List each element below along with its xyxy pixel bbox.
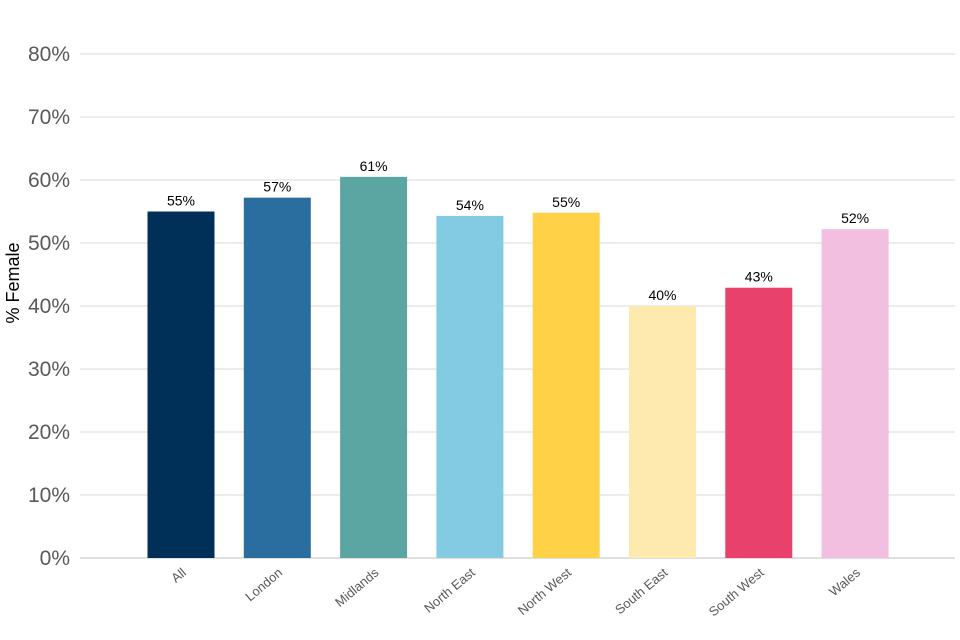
data-labels: 55% 57% 61% 54% 55% 40% 43% 52% [167,158,869,303]
bar-data-label: 57% [263,179,291,195]
bar-data-label: 43% [745,269,773,285]
x-tick-label: All [168,565,189,586]
x-tick-label: Midlands [332,564,382,609]
x-tick-label: London [242,565,285,604]
y-tick-label: 30% [28,358,70,381]
y-tick-label: 10% [28,484,70,507]
y-tick-label: 0% [40,547,70,570]
bar-data-label: 55% [552,194,580,210]
y-tick-label: 20% [28,421,70,444]
bar [340,176,408,558]
bar-data-label: 55% [167,193,195,209]
gridlines [80,53,955,559]
y-tick-label: 40% [28,295,70,318]
bar [821,229,889,558]
y-tick-label: 50% [28,232,70,255]
bar-data-label: 40% [648,287,676,303]
bar [436,215,504,558]
x-tick-label: South West [706,565,767,620]
y-tick-label: 70% [28,106,70,129]
y-tick-label: 80% [28,43,70,66]
x-tick-label: North West [515,565,575,618]
bar-data-label: 52% [841,210,869,226]
x-tick-label: Wales [826,564,863,599]
bar-data-label: 54% [456,197,484,213]
y-axis: 0% 10% 20% 30% 40% 50% 60% 70% 80% [28,43,70,570]
bar [629,306,696,558]
bar [243,197,311,558]
x-tick-label: South East [612,565,671,618]
bar [532,212,600,558]
bar [725,287,793,558]
bar [147,211,215,558]
y-tick-label: 60% [28,169,70,192]
bars [147,176,889,558]
bar-data-label: 61% [360,158,388,174]
x-axis: All London Midlands North East North West Sou… [168,564,863,619]
y-axis-label: % Female [3,242,23,323]
x-tick-label: North East [421,565,478,616]
